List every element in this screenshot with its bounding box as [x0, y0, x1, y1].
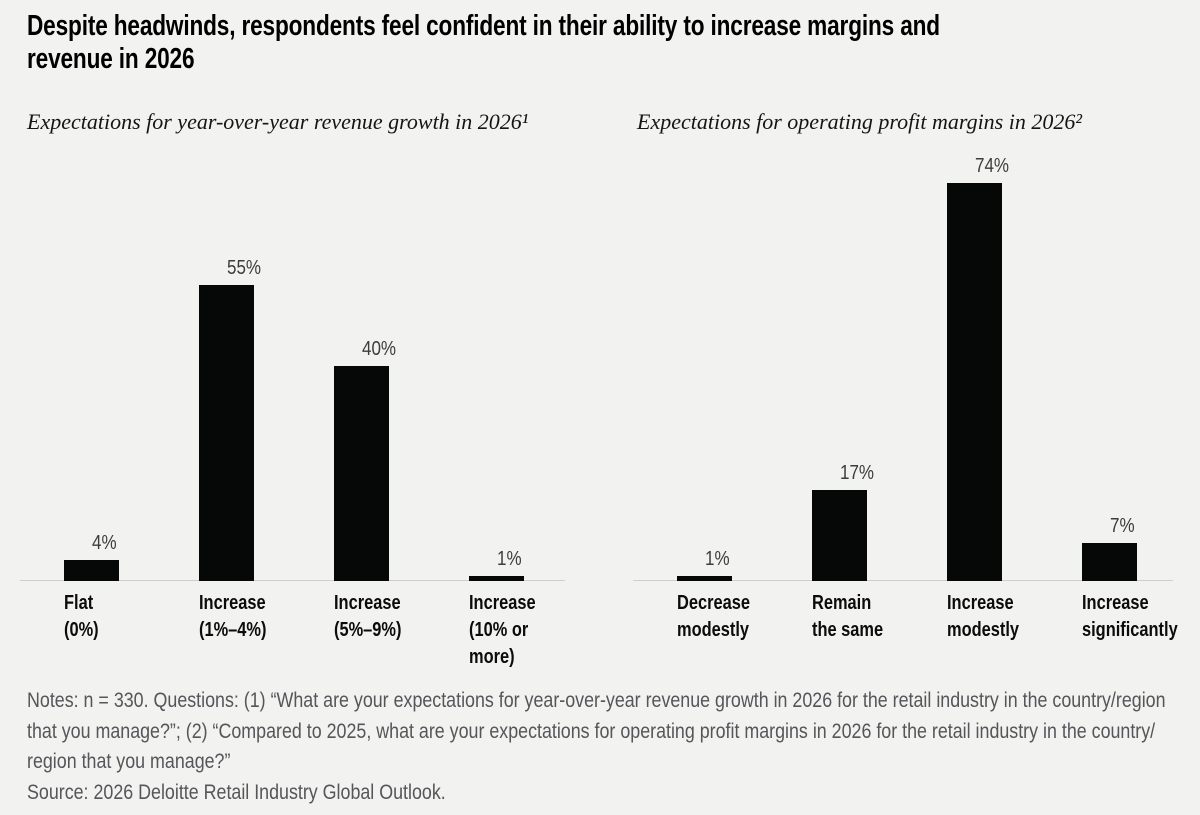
x-axis-baseline — [20, 580, 565, 581]
revenue-growth-chart: 4% Flat (0%) 55% Increase (1%–4%) 40% Increas… — [20, 161, 565, 668]
bar-category-label: Increase (1%–4%) — [199, 592, 267, 641]
bar — [812, 489, 867, 581]
bar — [1082, 543, 1137, 581]
bar — [947, 183, 1002, 581]
bar-category-label: Increase (5%–9%) — [334, 592, 402, 641]
source-line: Source: 2026 Deloitte Retail Industry Gl… — [27, 780, 446, 804]
bar-category-label: Remain the same — [812, 592, 884, 641]
bar-category-label: Increase modestly — [947, 592, 1020, 641]
bar-value-label: 40% — [361, 337, 396, 360]
left-chart-subtitle: Expectations for year-over-year revenue … — [27, 109, 529, 134]
bar-value-label: 55% — [226, 257, 261, 280]
bar-value-label: 1% — [704, 547, 730, 570]
profit-margins-chart: 1% Decrease modestly 17% Remain the same 74%… — [633, 155, 1178, 641]
right-chart-subtitle: Expectations for operating profit margin… — [637, 109, 1082, 134]
notes-line: Notes: n = 330. Questions: (1) “What are… — [27, 689, 1166, 712]
figure-title-line: Despite headwinds, respondents feel conf… — [27, 10, 940, 42]
bar — [199, 285, 254, 581]
bar-category-label: Decrease modestly — [677, 592, 750, 641]
notes-line: that you manage?”; (2) “Compared to 2025… — [27, 719, 1156, 743]
bar — [64, 559, 119, 581]
figure-title: Despite headwinds, respondents feel conf… — [27, 10, 1119, 76]
bar-value-label: 17% — [839, 461, 874, 484]
notes-block: Notes: n = 330. Questions: (1) “What are… — [27, 686, 1200, 808]
bar — [469, 575, 524, 581]
bar-category-label: Flat (0%) — [64, 592, 99, 641]
bar-value-label: 74% — [974, 155, 1009, 177]
bar-value-label: 1% — [496, 547, 522, 570]
bar — [677, 575, 732, 581]
bar-value-label: 4% — [91, 531, 117, 554]
bar-category-label: Increase (10% or more) — [469, 592, 536, 668]
figure-title-line: revenue in 2026 — [27, 43, 195, 75]
bar-category-label: Increase significantly — [1082, 592, 1178, 641]
bar — [334, 365, 389, 581]
x-axis-baseline — [633, 580, 1173, 581]
notes-line: region that you manage?” — [27, 750, 231, 773]
bar-value-label: 7% — [1109, 515, 1135, 538]
